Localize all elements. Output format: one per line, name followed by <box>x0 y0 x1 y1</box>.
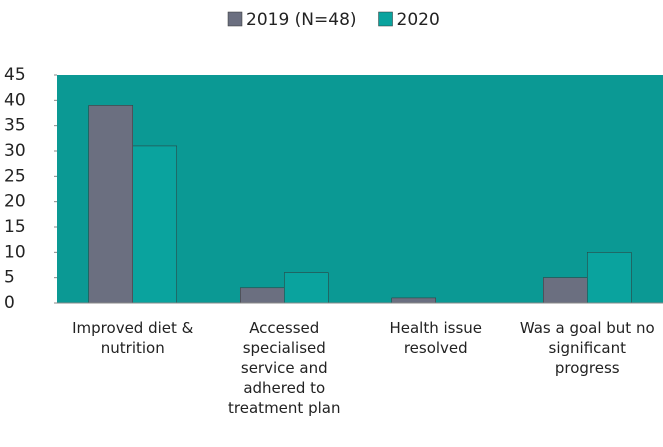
y-tick-label: 15 <box>4 217 26 237</box>
bar <box>240 287 285 304</box>
x-tick-label: Health issue resolved <box>389 319 483 357</box>
y-tick-label: 0 <box>4 293 15 313</box>
y-tick-label: 30 <box>4 141 26 161</box>
bar <box>284 272 329 304</box>
bar <box>587 252 632 304</box>
y-tick-label: 5 <box>4 268 15 288</box>
bar <box>391 297 436 304</box>
x-tick-label: Improved diet & nutrition <box>72 319 194 357</box>
legend-label: 2019 (N=48) <box>246 10 357 30</box>
legend-swatch <box>227 11 243 27</box>
y-tick-label: 45 <box>4 65 26 85</box>
x-tick-label: Was a goal but no significant progress <box>519 319 655 377</box>
y-tick-label: 10 <box>4 242 26 262</box>
bar <box>132 145 177 304</box>
y-tick-label: 20 <box>4 192 26 212</box>
bar <box>543 277 588 304</box>
y-tick-label: 35 <box>4 116 26 136</box>
bar <box>88 105 133 304</box>
y-tick-label: 40 <box>4 90 26 110</box>
y-tick-label: 25 <box>4 166 26 186</box>
x-tick-label: Accessed specialised service and adhered… <box>228 319 341 417</box>
legend-swatch <box>378 11 393 27</box>
legend-label: 2020 <box>397 10 440 30</box>
